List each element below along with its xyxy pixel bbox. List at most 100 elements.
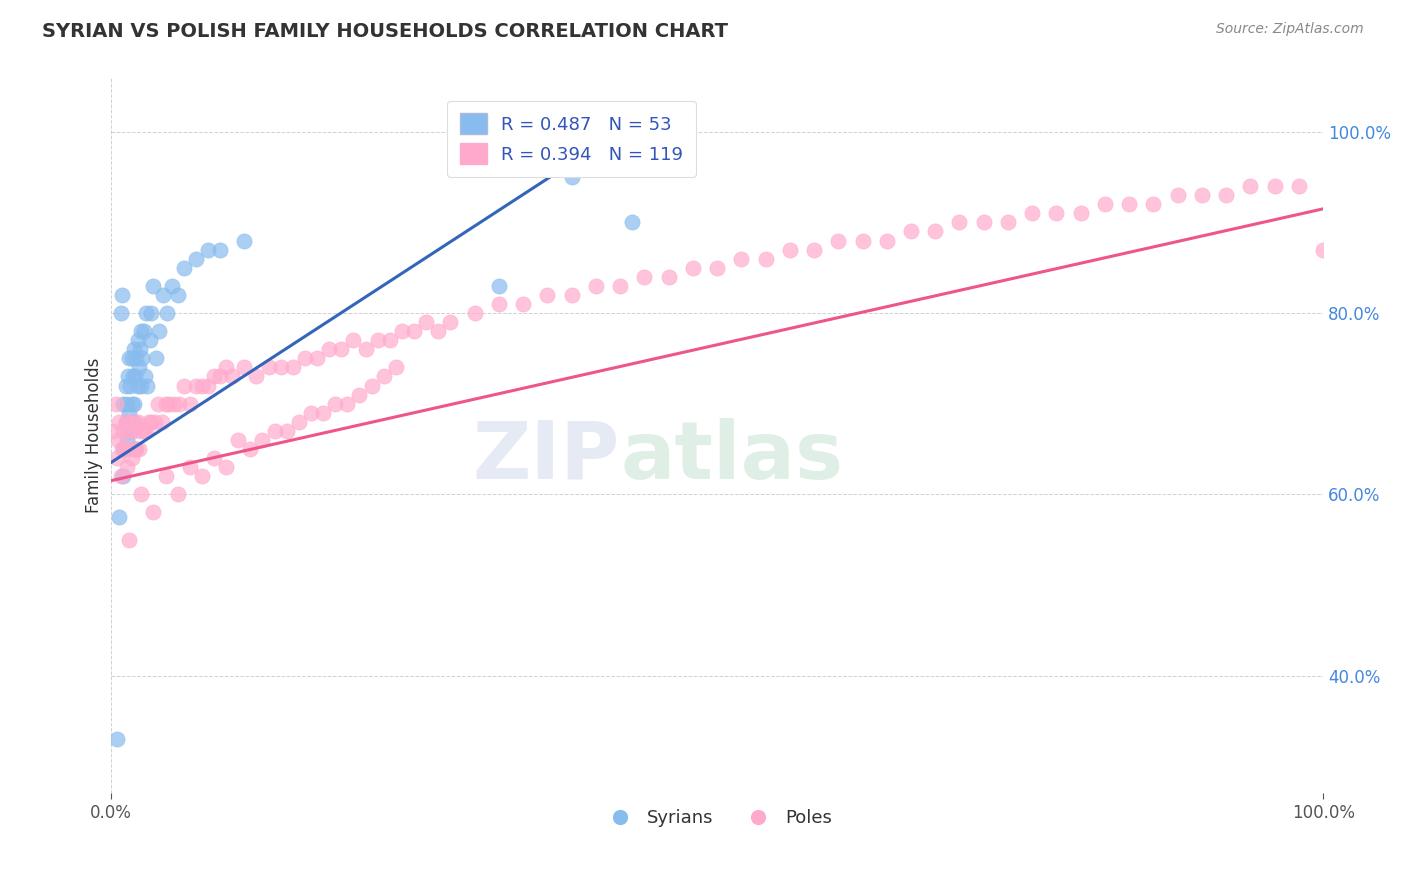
Point	[128, 360, 150, 375]
Point	[1045, 206, 1067, 220]
Point	[142, 505, 165, 519]
Point	[1021, 206, 1043, 220]
Point	[226, 433, 249, 447]
Point	[360, 378, 382, 392]
Point	[997, 215, 1019, 229]
Point	[179, 397, 201, 411]
Point	[148, 397, 170, 411]
Point	[112, 397, 135, 411]
Point	[512, 297, 534, 311]
Point	[112, 469, 135, 483]
Point	[354, 343, 377, 357]
Legend: Syrians, Poles: Syrians, Poles	[595, 802, 839, 834]
Point	[561, 170, 583, 185]
Point	[349, 387, 371, 401]
Point	[108, 510, 131, 524]
Point	[1191, 188, 1213, 202]
Point	[152, 288, 174, 302]
Point	[281, 360, 304, 375]
Point	[179, 460, 201, 475]
Point	[129, 487, 152, 501]
Point	[124, 442, 146, 456]
Point	[148, 324, 170, 338]
Point	[132, 324, 155, 338]
Point	[561, 288, 583, 302]
Point	[129, 324, 152, 338]
Point	[135, 306, 157, 320]
Point	[125, 442, 148, 456]
Point	[427, 324, 450, 338]
Point	[730, 252, 752, 266]
Point	[323, 397, 346, 411]
Point	[1239, 179, 1261, 194]
Point	[948, 215, 970, 229]
Point	[488, 278, 510, 293]
Point	[120, 378, 142, 392]
Point	[464, 306, 486, 320]
Point	[215, 360, 238, 375]
Text: atlas: atlas	[620, 417, 844, 496]
Point	[114, 415, 136, 429]
Point	[779, 243, 801, 257]
Point	[173, 378, 195, 392]
Point	[108, 415, 131, 429]
Point	[536, 288, 558, 302]
Point	[122, 343, 145, 357]
Point	[197, 243, 219, 257]
Point	[155, 397, 177, 411]
Point	[658, 269, 681, 284]
Point	[288, 415, 311, 429]
Point	[127, 378, 149, 392]
Point	[754, 252, 776, 266]
Point	[122, 397, 145, 411]
Point	[900, 225, 922, 239]
Point	[134, 369, 156, 384]
Point	[197, 378, 219, 392]
Point	[373, 369, 395, 384]
Point	[111, 288, 134, 302]
Point	[121, 415, 143, 429]
Point	[110, 306, 132, 320]
Point	[139, 415, 162, 429]
Point	[851, 234, 873, 248]
Point	[318, 343, 340, 357]
Point	[117, 424, 139, 438]
Point	[184, 252, 207, 266]
Point	[233, 234, 256, 248]
Point	[110, 469, 132, 483]
Point	[103, 424, 125, 438]
Point	[127, 415, 149, 429]
Point	[973, 215, 995, 229]
Point	[221, 369, 243, 384]
Point	[305, 351, 328, 366]
Point	[299, 406, 322, 420]
Point	[163, 397, 186, 411]
Point	[143, 415, 166, 429]
Point	[104, 397, 127, 411]
Point	[121, 369, 143, 384]
Point	[682, 260, 704, 275]
Point	[105, 451, 128, 466]
Point	[1094, 197, 1116, 211]
Point	[330, 343, 353, 357]
Point	[342, 333, 364, 347]
Point	[115, 397, 138, 411]
Point	[131, 351, 153, 366]
Point	[121, 397, 143, 411]
Point	[118, 351, 141, 366]
Point	[257, 360, 280, 375]
Point	[184, 378, 207, 392]
Point	[138, 415, 160, 429]
Point	[122, 442, 145, 456]
Point	[336, 397, 359, 411]
Point	[167, 397, 190, 411]
Point	[111, 442, 134, 456]
Point	[139, 306, 162, 320]
Point	[294, 351, 316, 366]
Point	[114, 378, 136, 392]
Point	[157, 397, 180, 411]
Point	[166, 288, 188, 302]
Point	[402, 324, 425, 338]
Point	[145, 351, 167, 366]
Point	[124, 369, 146, 384]
